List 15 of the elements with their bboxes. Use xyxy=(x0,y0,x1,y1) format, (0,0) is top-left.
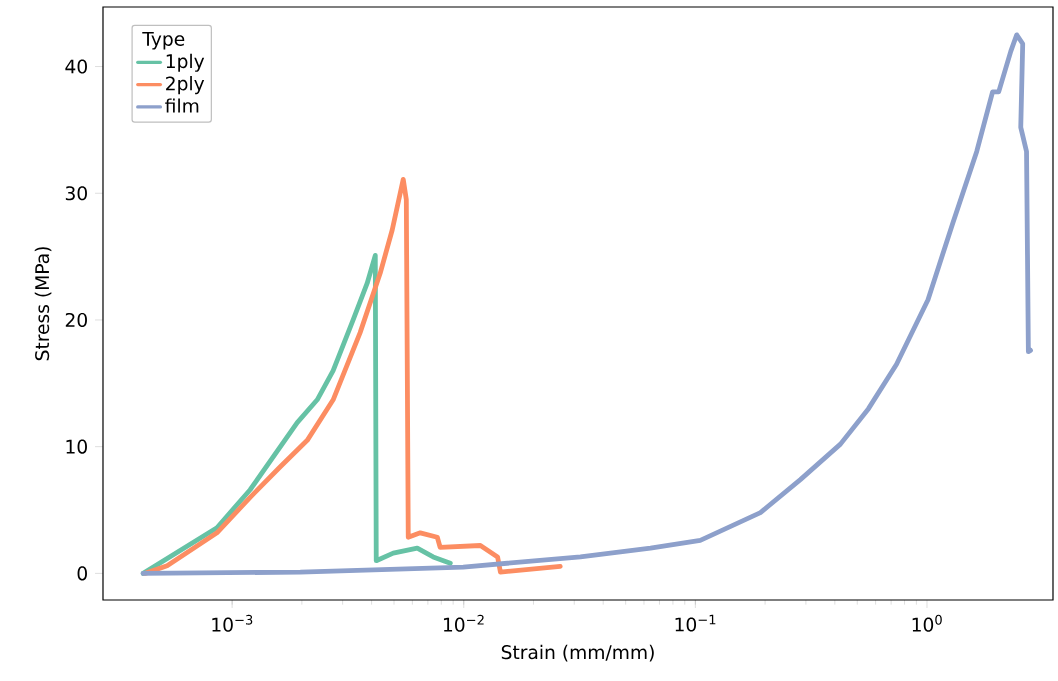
legend-label: 2ply xyxy=(166,76,205,95)
x-tick-label: 10$^{−3}$ xyxy=(212,614,253,632)
x-tick-label: 10$^{−1}$ xyxy=(675,614,716,632)
legend-title: Type xyxy=(142,32,185,50)
y-tick-label: 30 xyxy=(65,186,87,201)
x-tick-label: 10$^{0}$ xyxy=(912,614,942,632)
legend-label: 1ply xyxy=(166,53,205,72)
x-tick-label: 10$^{−2}$ xyxy=(443,614,484,632)
y-tick-label: 10 xyxy=(66,439,87,454)
y-axis-title: Stress (MPa) xyxy=(34,247,52,361)
x-axis-title: Strain (mm/mm) xyxy=(501,644,654,662)
y-tick-label: 0 xyxy=(77,566,87,581)
y-tick-label: 40 xyxy=(65,59,87,74)
y-tick-label: 20 xyxy=(65,312,87,328)
legend-label: film xyxy=(165,98,199,113)
